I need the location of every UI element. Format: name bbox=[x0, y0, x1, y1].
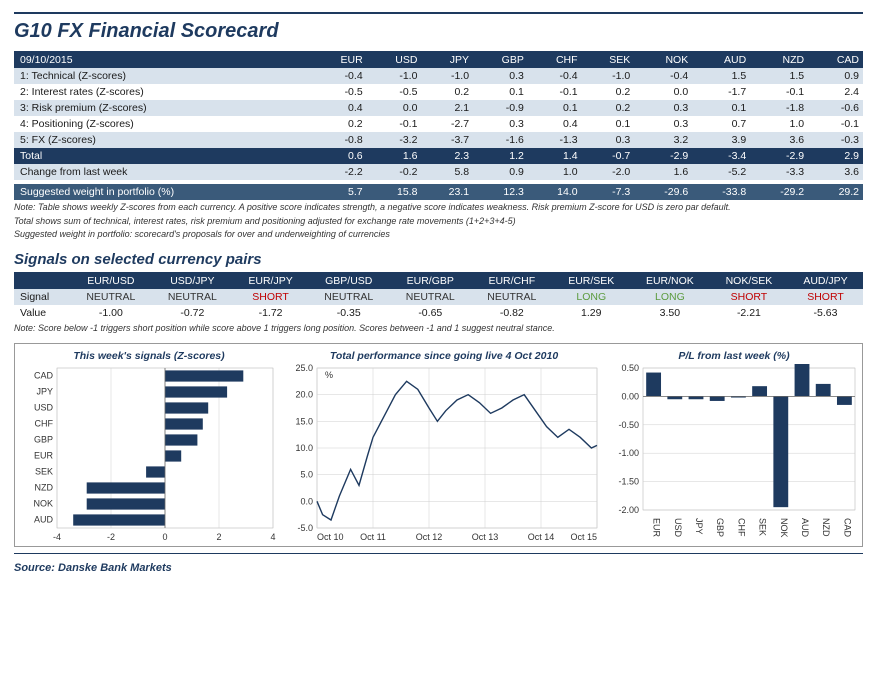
source-label: Source: Danske Bank Markets bbox=[14, 562, 863, 574]
signals-title: Signals on selected currency pairs bbox=[14, 251, 863, 268]
svg-text:USD: USD bbox=[34, 402, 54, 412]
pl-bar-chart: -2.00 -1.50 -1.00 -0.50 0.00 0.50 EUR USD JPY GBP… bbox=[609, 364, 859, 544]
svg-text:%: % bbox=[325, 370, 333, 380]
svg-text:-1.00: -1.00 bbox=[618, 448, 639, 458]
table-row: Suggested weight in portfolio (%)5.715.8… bbox=[14, 184, 863, 200]
table-row: Change from last week-2.2-0.25.80.91.0-2… bbox=[14, 164, 863, 180]
svg-text:AUD: AUD bbox=[34, 514, 54, 524]
scorecard-table: 09/10/2015EURUSDJPYGBPCHFSEKNOKAUDNZDCAD… bbox=[14, 52, 863, 200]
svg-text:15.0: 15.0 bbox=[295, 416, 313, 426]
svg-text:JPY: JPY bbox=[694, 518, 704, 535]
svg-text:-1.50: -1.50 bbox=[618, 476, 639, 486]
svg-text:Oct 13: Oct 13 bbox=[472, 532, 499, 542]
svg-text:Oct 10: Oct 10 bbox=[317, 532, 344, 542]
svg-text:CAD: CAD bbox=[842, 518, 852, 538]
svg-text:2: 2 bbox=[216, 532, 221, 542]
chart2-title: Total performance since going live 4 Oct… bbox=[285, 350, 603, 362]
svg-text:EUR: EUR bbox=[34, 450, 54, 460]
svg-text:NZD: NZD bbox=[35, 482, 54, 492]
svg-text:CHF: CHF bbox=[736, 518, 746, 537]
col-header: GBP bbox=[473, 52, 528, 68]
col-header: CAD bbox=[808, 52, 863, 68]
svg-text:AUD: AUD bbox=[800, 518, 810, 538]
svg-text:CAD: CAD bbox=[34, 370, 54, 380]
svg-text:0.00: 0.00 bbox=[621, 391, 639, 401]
svg-text:-4: -4 bbox=[53, 532, 61, 542]
signals-note: Note: Score below -1 triggers short posi… bbox=[14, 323, 863, 335]
col-header: AUD bbox=[692, 52, 750, 68]
table-row: 1: Technical (Z-scores)-0.4-1.0-1.00.3-0… bbox=[14, 68, 863, 84]
svg-text:Oct 12: Oct 12 bbox=[416, 532, 443, 542]
svg-text:USD: USD bbox=[673, 518, 683, 538]
svg-text:5.0: 5.0 bbox=[300, 469, 313, 479]
charts-container: This week's signals (Z-scores) -4 -2 0 2 4 CA… bbox=[14, 343, 863, 547]
svg-text:0.50: 0.50 bbox=[621, 364, 639, 373]
performance-line-chart: -5.0 0.0 5.0 10.0 15.0 20.0 25.0% Oct 10 Oct 11 O… bbox=[285, 364, 603, 544]
table-notes: Note: Table shows weekly Z-scores from e… bbox=[14, 202, 863, 241]
col-header: NZD bbox=[750, 52, 808, 68]
svg-text:20.0: 20.0 bbox=[295, 389, 313, 399]
svg-text:JPY: JPY bbox=[36, 386, 53, 396]
col-header: JPY bbox=[421, 52, 473, 68]
svg-text:SEK: SEK bbox=[758, 518, 768, 536]
chart1-title: This week's signals (Z-scores) bbox=[19, 350, 279, 362]
chart3-title: P/L from last week (%) bbox=[609, 350, 859, 362]
col-header: SEK bbox=[582, 52, 635, 68]
svg-text:SEK: SEK bbox=[35, 466, 53, 476]
svg-text:NOK: NOK bbox=[33, 498, 53, 508]
page-title: G10 FX Financial Scorecard bbox=[14, 20, 863, 43]
date-header: 09/10/2015 bbox=[14, 52, 312, 68]
svg-text:Oct 11: Oct 11 bbox=[360, 532, 386, 542]
svg-text:-2: -2 bbox=[107, 532, 115, 542]
table-row: 2: Interest rates (Z-scores)-0.5-0.50.20… bbox=[14, 84, 863, 100]
svg-text:0.0: 0.0 bbox=[300, 496, 313, 506]
col-header: CHF bbox=[528, 52, 582, 68]
svg-text:10.0: 10.0 bbox=[295, 443, 313, 453]
value-label: Value bbox=[14, 305, 70, 321]
col-header: EUR bbox=[312, 52, 367, 68]
svg-text:4: 4 bbox=[270, 532, 275, 542]
table-row: 4: Positioning (Z-scores)0.2-0.1-2.70.30… bbox=[14, 116, 863, 132]
svg-text:EUR: EUR bbox=[652, 518, 662, 538]
zscore-bar-chart: -4 -2 0 2 4 CAD JPY USD CHF GBP EUR SEK NZD NOK AUD bbox=[19, 364, 279, 544]
svg-text:25.0: 25.0 bbox=[295, 364, 313, 373]
svg-text:0: 0 bbox=[162, 532, 167, 542]
svg-text:CHF: CHF bbox=[35, 418, 54, 428]
signal-label: Signal bbox=[14, 289, 70, 305]
svg-text:-2.00: -2.00 bbox=[618, 505, 639, 515]
svg-text:GBP: GBP bbox=[34, 434, 53, 444]
svg-text:-5.0: -5.0 bbox=[297, 523, 313, 533]
svg-text:Oct 15: Oct 15 bbox=[570, 532, 597, 542]
table-row: 5: FX (Z-scores)-0.8-3.2-3.7-1.6-1.30.33… bbox=[14, 132, 863, 148]
table-row: Total0.61.62.31.21.4-0.7-2.9-3.4-2.92.9 bbox=[14, 148, 863, 164]
col-header: NOK bbox=[634, 52, 692, 68]
signals-table: EUR/USDUSD/JPYEUR/JPYGBP/USDEUR/GBPEUR/C… bbox=[14, 273, 863, 321]
svg-text:NZD: NZD bbox=[821, 518, 831, 537]
svg-text:Oct 14: Oct 14 bbox=[528, 532, 555, 542]
svg-text:NOK: NOK bbox=[779, 518, 789, 538]
col-header: USD bbox=[367, 52, 422, 68]
table-row: 3: Risk premium (Z-scores)0.40.02.1-0.90… bbox=[14, 100, 863, 116]
svg-text:-0.50: -0.50 bbox=[618, 420, 639, 430]
svg-text:GBP: GBP bbox=[715, 518, 725, 537]
